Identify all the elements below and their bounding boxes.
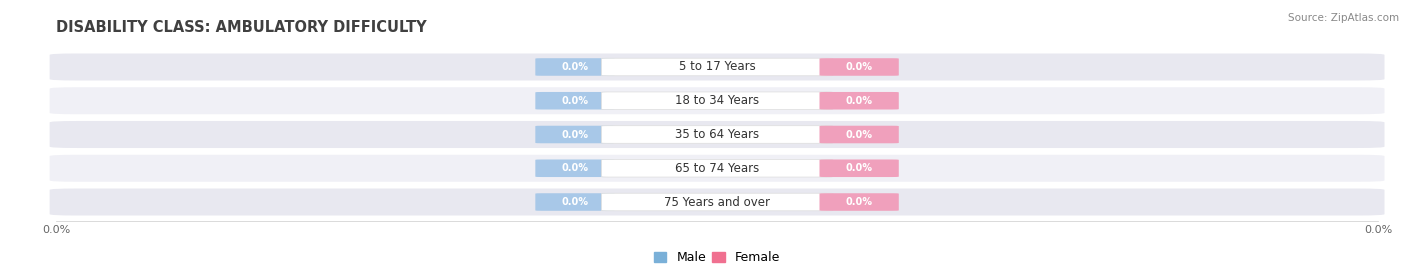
Text: 0.0%: 0.0%: [845, 62, 873, 72]
FancyBboxPatch shape: [602, 58, 832, 76]
FancyBboxPatch shape: [820, 92, 898, 109]
FancyBboxPatch shape: [536, 126, 614, 143]
Text: 0.0%: 0.0%: [561, 129, 589, 140]
Text: 0.0%: 0.0%: [845, 129, 873, 140]
Text: 0.0%: 0.0%: [845, 163, 873, 173]
Text: 65 to 74 Years: 65 to 74 Years: [675, 162, 759, 175]
Text: 35 to 64 Years: 35 to 64 Years: [675, 128, 759, 141]
FancyBboxPatch shape: [536, 160, 614, 177]
FancyBboxPatch shape: [536, 92, 614, 109]
Text: 5 to 17 Years: 5 to 17 Years: [679, 61, 755, 73]
FancyBboxPatch shape: [49, 155, 1385, 182]
Text: 75 Years and over: 75 Years and over: [664, 196, 770, 208]
Text: DISABILITY CLASS: AMBULATORY DIFFICULTY: DISABILITY CLASS: AMBULATORY DIFFICULTY: [56, 20, 427, 35]
FancyBboxPatch shape: [602, 193, 832, 211]
FancyBboxPatch shape: [536, 58, 614, 76]
Text: 0.0%: 0.0%: [845, 96, 873, 106]
Text: 18 to 34 Years: 18 to 34 Years: [675, 94, 759, 107]
Text: Source: ZipAtlas.com: Source: ZipAtlas.com: [1288, 13, 1399, 23]
FancyBboxPatch shape: [820, 58, 898, 76]
Text: 0.0%: 0.0%: [845, 197, 873, 207]
FancyBboxPatch shape: [49, 121, 1385, 148]
Text: 0.0%: 0.0%: [561, 163, 589, 173]
FancyBboxPatch shape: [602, 160, 832, 177]
Text: 0.0%: 0.0%: [561, 96, 589, 106]
Legend: Male, Female: Male, Female: [650, 246, 785, 269]
Text: 0.0%: 0.0%: [561, 62, 589, 72]
FancyBboxPatch shape: [602, 92, 832, 109]
Text: 0.0%: 0.0%: [561, 197, 589, 207]
FancyBboxPatch shape: [820, 160, 898, 177]
FancyBboxPatch shape: [820, 193, 898, 211]
FancyBboxPatch shape: [602, 126, 832, 143]
FancyBboxPatch shape: [536, 193, 614, 211]
FancyBboxPatch shape: [820, 126, 898, 143]
FancyBboxPatch shape: [49, 54, 1385, 80]
FancyBboxPatch shape: [49, 87, 1385, 114]
FancyBboxPatch shape: [49, 189, 1385, 215]
